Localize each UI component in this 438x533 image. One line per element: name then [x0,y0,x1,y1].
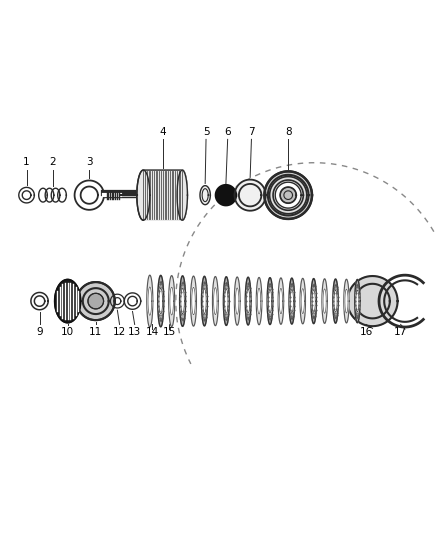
Polygon shape [169,276,175,327]
Polygon shape [181,288,184,314]
Text: 17: 17 [394,327,407,337]
Polygon shape [268,289,272,313]
Polygon shape [270,176,307,214]
Polygon shape [170,287,173,315]
Polygon shape [137,170,187,220]
Polygon shape [203,289,206,313]
Polygon shape [159,288,162,314]
Polygon shape [201,276,207,326]
Polygon shape [312,290,315,312]
Polygon shape [88,293,103,309]
Polygon shape [258,288,261,314]
Text: 11: 11 [89,327,102,337]
Polygon shape [280,188,296,203]
Text: 7: 7 [248,127,255,137]
Text: 6: 6 [224,127,231,137]
Polygon shape [55,279,81,322]
Text: 5: 5 [203,127,209,137]
Polygon shape [77,282,115,320]
Polygon shape [192,287,195,315]
Polygon shape [247,289,250,313]
Polygon shape [245,277,251,325]
Polygon shape [180,276,186,326]
Polygon shape [177,170,187,220]
Polygon shape [212,277,218,326]
Text: 10: 10 [61,327,74,337]
Text: 14: 14 [145,327,159,337]
Polygon shape [256,277,262,325]
Polygon shape [322,279,327,324]
Text: 8: 8 [285,127,292,137]
Polygon shape [279,288,283,314]
Polygon shape [311,279,316,324]
Polygon shape [216,185,236,205]
Polygon shape [347,276,398,326]
Text: 3: 3 [86,157,92,167]
Polygon shape [333,279,338,323]
Text: 16: 16 [360,327,373,337]
Text: 15: 15 [162,327,176,337]
Polygon shape [265,172,312,219]
Text: 4: 4 [159,127,166,137]
Polygon shape [234,277,240,325]
Polygon shape [289,278,295,324]
Text: 9: 9 [36,327,43,337]
Polygon shape [356,290,359,312]
Polygon shape [223,277,229,326]
Polygon shape [236,288,239,314]
Polygon shape [148,287,152,316]
Polygon shape [301,288,304,313]
Polygon shape [225,289,228,313]
Polygon shape [344,279,349,323]
Text: 2: 2 [49,157,56,167]
Text: 1: 1 [23,157,30,167]
Polygon shape [200,185,210,205]
Text: 13: 13 [128,327,141,337]
Polygon shape [158,276,164,327]
Polygon shape [323,289,326,313]
Polygon shape [278,278,284,324]
Polygon shape [267,278,273,325]
Polygon shape [191,276,197,326]
Text: 12: 12 [113,327,126,337]
Polygon shape [290,289,293,312]
Polygon shape [300,278,305,324]
Polygon shape [275,182,301,208]
Polygon shape [355,279,360,322]
Polygon shape [147,275,153,327]
Polygon shape [334,290,337,312]
Polygon shape [214,288,217,314]
Polygon shape [235,180,266,211]
Polygon shape [345,289,348,313]
